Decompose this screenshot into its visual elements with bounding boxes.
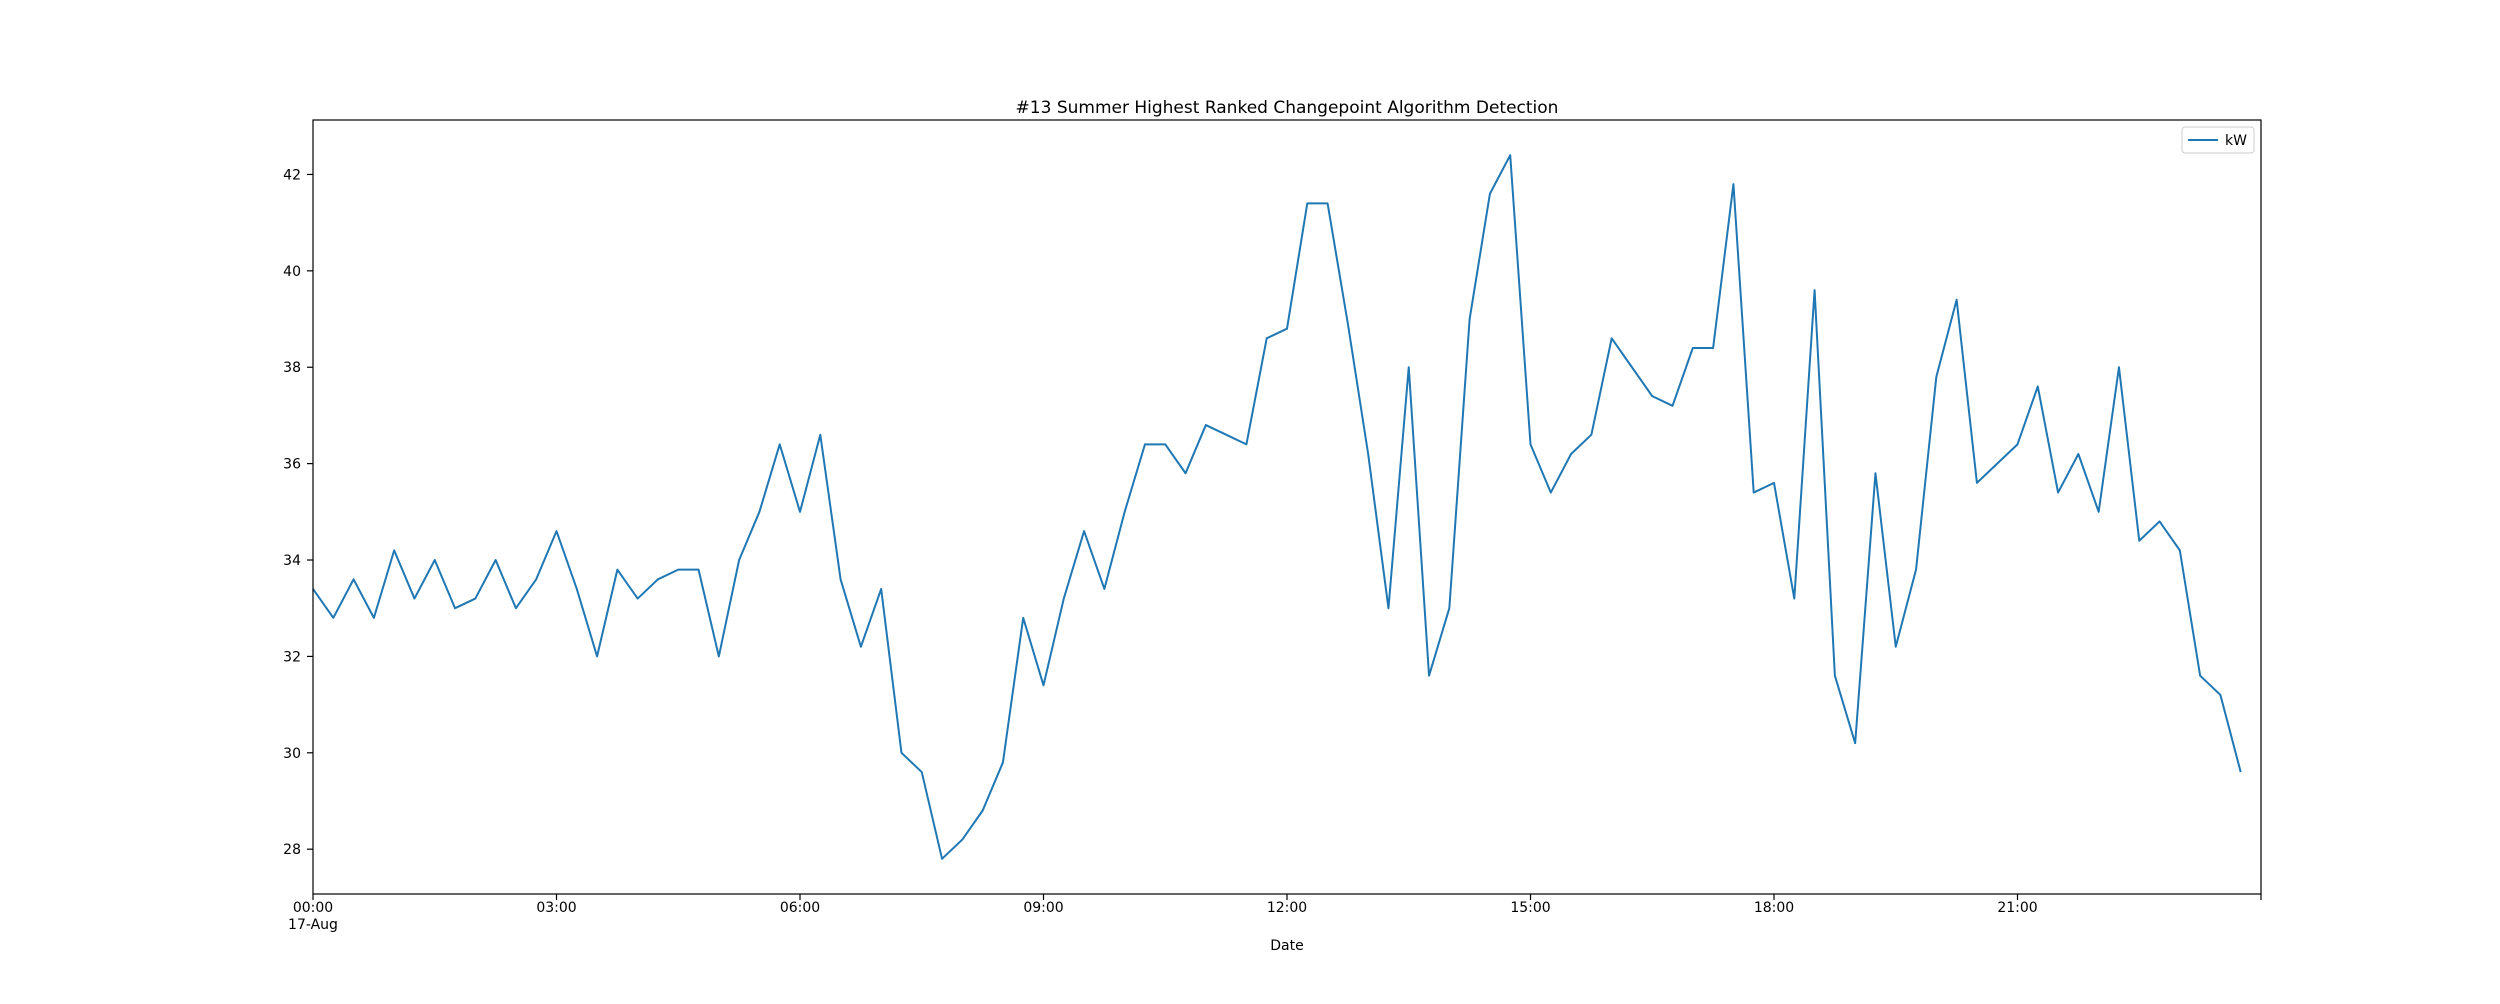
x-tick-label: 18:00 bbox=[1754, 900, 1794, 916]
x-tick-label: 15:00 bbox=[1510, 900, 1550, 916]
x-tick-label: 03:00 bbox=[536, 900, 576, 916]
legend: kW bbox=[2181, 126, 2255, 154]
x-tick-label: 12:00 bbox=[1267, 900, 1307, 916]
y-tick-label: 32 bbox=[283, 649, 301, 665]
x-tick-label: 00:00 bbox=[293, 900, 333, 916]
y-tick-label: 36 bbox=[283, 457, 301, 473]
plot-area bbox=[312, 154, 2242, 860]
legend-label-kw: kW bbox=[2225, 133, 2247, 149]
axes: 28 30 32 34 36 38 40 42 00:00 03:00 06:00 09:00 12:0… bbox=[283, 119, 2262, 916]
y-tick-label: 30 bbox=[283, 746, 301, 762]
series-line-kw bbox=[312, 154, 2242, 860]
y-tick-label: 38 bbox=[283, 360, 301, 376]
x-tick-label: 21:00 bbox=[1997, 900, 2037, 916]
y-tick-label: 34 bbox=[283, 553, 301, 569]
x-tick-label: 09:00 bbox=[1023, 900, 1063, 916]
x-date-label: 17-Aug bbox=[288, 917, 338, 933]
x-axis-label: Date bbox=[1270, 938, 1303, 954]
x-tick-label: 06:00 bbox=[780, 900, 820, 916]
y-tick-label: 28 bbox=[283, 842, 301, 858]
chart-title: #13 Summer Highest Ranked Changepoint Al… bbox=[1016, 98, 1559, 118]
y-tick-label: 42 bbox=[283, 167, 301, 183]
y-tick-label: 40 bbox=[283, 264, 301, 280]
